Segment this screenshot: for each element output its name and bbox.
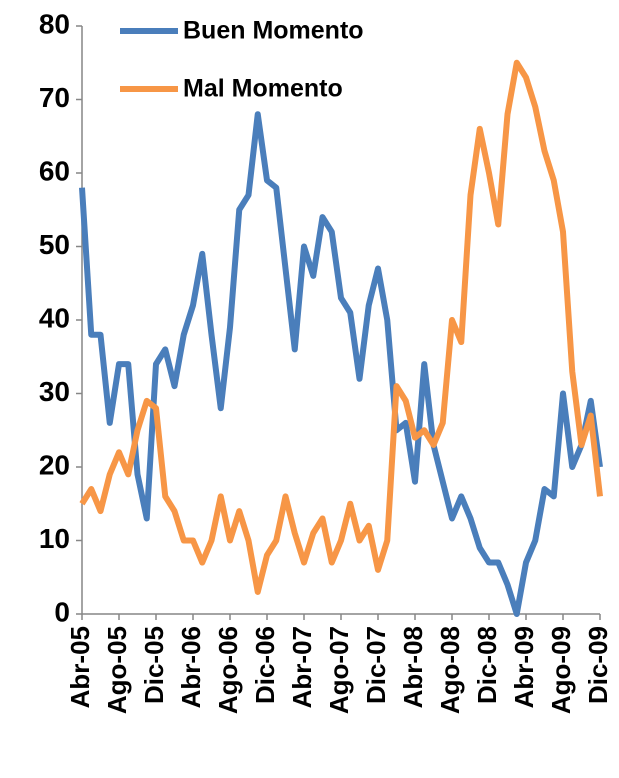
y-tick-label: 30 (39, 376, 70, 407)
x-tick-label: Dic-05 (139, 626, 169, 704)
y-tick-label: 70 (39, 82, 70, 113)
x-tick-label: Dic-07 (361, 626, 391, 704)
x-tick-label: Ago-05 (102, 626, 132, 714)
x-tick-label: Dic-06 (250, 626, 280, 704)
x-tick-label: Ago-08 (435, 626, 465, 714)
x-tick-label: Ago-09 (546, 626, 576, 714)
x-tick-label: Abr-07 (287, 626, 317, 708)
y-tick-label: 20 (39, 449, 70, 480)
x-tick-label: Abr-08 (398, 626, 428, 708)
series-line (79, 59, 603, 595)
legend-label: Mal Momento (183, 75, 343, 103)
x-tick-label: Ago-07 (324, 626, 354, 714)
x-tick-label: Abr-06 (176, 626, 206, 708)
y-tick-label: 40 (39, 302, 70, 333)
x-tick-label: Ago-06 (213, 626, 243, 714)
x-tick-label: Abr-05 (65, 626, 95, 708)
y-tick-label: 10 (39, 523, 70, 554)
y-tick-label: 50 (39, 229, 70, 260)
y-tick-label: 0 (54, 596, 70, 627)
legend-label: Buen Momento (183, 17, 364, 45)
series-line (79, 111, 603, 617)
x-tick-label: Abr-09 (509, 626, 539, 708)
y-tick-label: 60 (39, 155, 70, 186)
x-tick-label: Dic-09 (583, 626, 613, 704)
x-tick-label: Dic-08 (472, 626, 502, 704)
y-tick-label: 80 (39, 8, 70, 39)
